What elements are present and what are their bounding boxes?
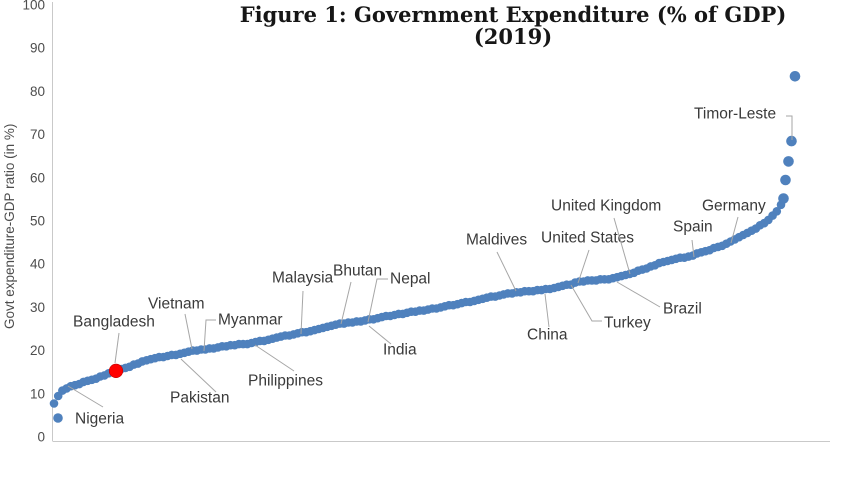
chart-title-line2: (2019) (474, 24, 552, 49)
y-tick-label: 100 (22, 0, 45, 13)
leader-line-germany (730, 216, 739, 244)
scatter-series (49, 71, 801, 423)
leader-line-myanmar (203, 319, 216, 352)
leader-line-vietnam (184, 313, 193, 350)
leader-line-brazil (616, 281, 661, 308)
country-label-china: China (527, 327, 568, 344)
leader-line-united-kingdom (613, 217, 631, 275)
y-tick-label: 50 (30, 214, 45, 229)
country-label-bangladesh: Bangladesh (73, 314, 155, 331)
data-point-nigeria-low (53, 413, 63, 423)
country-label-india: India (383, 342, 417, 359)
data-point (783, 156, 794, 167)
leader-line-china (544, 293, 550, 328)
leader-line-maldives (496, 251, 517, 292)
country-label-spain: Spain (673, 219, 713, 236)
highlighted-point-bangladesh (108, 363, 124, 379)
country-label-turkey: Turkey (604, 315, 651, 332)
country-label-nepal: Nepal (390, 271, 431, 288)
data-point (786, 135, 797, 147)
country-label-brazil: Brazil (663, 301, 702, 318)
country-label-malaysia: Malaysia (272, 270, 334, 287)
data-point (789, 71, 801, 82)
leader-line-spain (691, 239, 695, 258)
data-point (780, 174, 791, 186)
country-label-bhutan: Bhutan (333, 263, 382, 280)
country-label-vietnam: Vietnam (148, 296, 205, 313)
leader-line-bangladesh (114, 332, 120, 364)
y-axis-tick-labels: 0 10 20 30 40 50 60 70 80 90 100 (22, 0, 45, 445)
country-label-philippines: Philippines (248, 373, 323, 390)
country-label-united-kingdom: United Kingdom (551, 198, 661, 215)
country-label-united-states: United States (541, 230, 634, 247)
y-tick-label: 40 (30, 257, 45, 272)
y-tick-label: 0 (37, 430, 45, 445)
leader-line-philippines (254, 344, 295, 372)
y-tick-label: 10 (30, 386, 45, 401)
data-point (49, 399, 59, 408)
leader-line-turkey (570, 284, 602, 322)
data-point (778, 193, 789, 204)
leader-line-bhutan (340, 281, 352, 325)
leader-line-nigeria (67, 385, 104, 408)
data-point (772, 207, 782, 216)
country-label-timor-leste: Timor-Leste (694, 106, 776, 123)
leader-line-malaysia (300, 290, 304, 335)
country-label-pakistan: Pakistan (170, 390, 229, 407)
y-tick-label: 20 (30, 343, 45, 358)
y-tick-label: 90 (30, 41, 45, 56)
leader-line-timor-leste (786, 115, 793, 140)
leader-line-nepal (367, 278, 388, 323)
chart-title-line1: Figure 1: Government Expenditure (% of G… (240, 2, 787, 27)
country-label-nigeria: Nigeria (75, 411, 124, 428)
y-tick-label: 70 (30, 127, 45, 142)
country-label-myanmar: Myanmar (218, 312, 283, 329)
leader-line-pakistan (180, 358, 217, 393)
country-label-maldives: Maldives (466, 232, 527, 249)
leader-line-united-states (577, 249, 590, 284)
y-tick-label: 80 (30, 84, 45, 99)
country-annotations: Nigeria Bangladesh Pakistan Vietnam Myanmar P… (67, 106, 793, 428)
y-tick-label: 30 (30, 300, 45, 315)
leader-line-india (368, 325, 392, 345)
country-label-germany: Germany (702, 198, 766, 215)
y-axis-title: Govt expenditure-GDP ratio (in %) (2, 124, 17, 329)
y-tick-label: 60 (30, 170, 45, 185)
